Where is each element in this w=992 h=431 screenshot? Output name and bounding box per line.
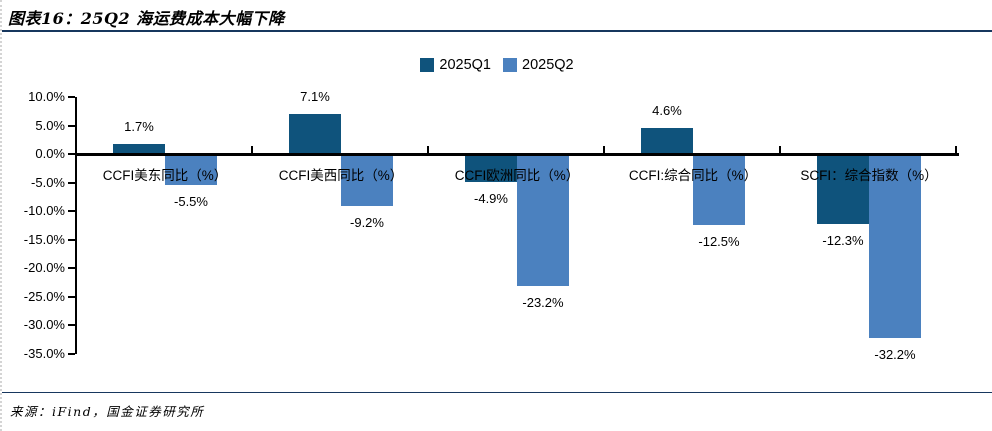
x-axis-zero-line	[75, 152, 959, 156]
category-label: CCFI:综合同比（%）	[628, 168, 758, 183]
bar-2025Q1	[289, 113, 341, 154]
value-label: -12.3%	[822, 233, 864, 249]
x-axis-tick	[603, 146, 605, 154]
y-axis-tick-label: -35.0%	[23, 345, 65, 361]
bar-2025Q2	[869, 154, 921, 338]
figure-header: 图表16：25Q2 海运费成本大幅下降	[2, 0, 992, 32]
bar-2025Q1	[641, 127, 693, 154]
x-axis-tick	[955, 146, 957, 154]
x-axis-tick	[427, 146, 429, 154]
y-axis-tick-label: 10.0%	[28, 89, 65, 104]
category-label: SCFI：综合指数（%）	[800, 168, 938, 183]
bar-2025Q2	[693, 154, 745, 226]
y-axis-tick	[68, 324, 75, 326]
category-label: CCFI美西同比（%）	[278, 168, 404, 183]
value-label: 4.6%	[652, 102, 682, 118]
value-label: -32.2%	[874, 346, 916, 362]
y-axis-tick	[68, 181, 75, 184]
y-axis-tick-label: -25.0%	[23, 288, 65, 304]
y-axis-tick-label: -15.0%	[23, 231, 65, 247]
y-axis-tick-label: -10.0%	[23, 203, 65, 218]
category-label: CCFI美东同比（%）	[102, 168, 228, 183]
bar-2025Q1	[817, 154, 869, 225]
y-axis-tick	[68, 210, 75, 212]
value-label: 7.1%	[300, 88, 330, 104]
figure-title: 图表16：25Q2 海运费成本大幅下降	[8, 9, 285, 28]
y-axis-tick-label: -20.0%	[23, 260, 65, 275]
value-label: -4.9%	[474, 190, 508, 206]
bar-2025Q1	[113, 144, 165, 154]
category-label: CCFI欧洲同比（%）	[454, 168, 580, 183]
value-label: -5.5%	[174, 194, 208, 210]
value-label: 1.7%	[124, 119, 154, 135]
y-axis-tick-label: -30.0%	[23, 317, 65, 332]
legend-swatch-2025q2-icon	[503, 58, 517, 72]
value-label: -12.5%	[698, 234, 740, 250]
legend-item-2025q2: 2025Q2	[503, 57, 574, 73]
source-text: 来源：iFind，国金证券研究所	[10, 404, 205, 419]
y-axis-tick	[68, 238, 75, 241]
y-axis-tick	[68, 124, 75, 127]
bar-2025Q2	[165, 154, 217, 186]
y-axis-tick	[68, 295, 75, 298]
y-axis-tick	[68, 96, 75, 98]
value-label: -23.2%	[522, 295, 564, 311]
x-axis-tick	[251, 146, 253, 154]
legend-label-2025q1: 2025Q1	[439, 57, 491, 73]
value-label: -9.2%	[350, 215, 384, 231]
y-axis-tick-label: 5.0%	[35, 117, 65, 133]
legend-item-2025q1: 2025Q1	[420, 57, 491, 73]
y-axis-tick	[68, 267, 75, 269]
legend: 2025Q1 2025Q2	[2, 57, 992, 73]
legend-swatch-2025q1-icon	[420, 58, 435, 72]
bar-2025Q1	[465, 154, 517, 182]
y-axis-tick-label: -5.0%	[31, 174, 65, 190]
bar-2025Q2	[517, 154, 569, 287]
y-axis-line	[75, 97, 77, 354]
y-axis-tick-label: 0.0%	[35, 146, 65, 161]
y-axis-tick	[68, 153, 75, 155]
footer-divider	[2, 392, 992, 393]
y-axis-tick	[68, 352, 75, 355]
legend-label-2025q2: 2025Q2	[522, 57, 574, 73]
x-axis-tick	[779, 146, 781, 154]
bar-2025Q2	[341, 154, 393, 207]
